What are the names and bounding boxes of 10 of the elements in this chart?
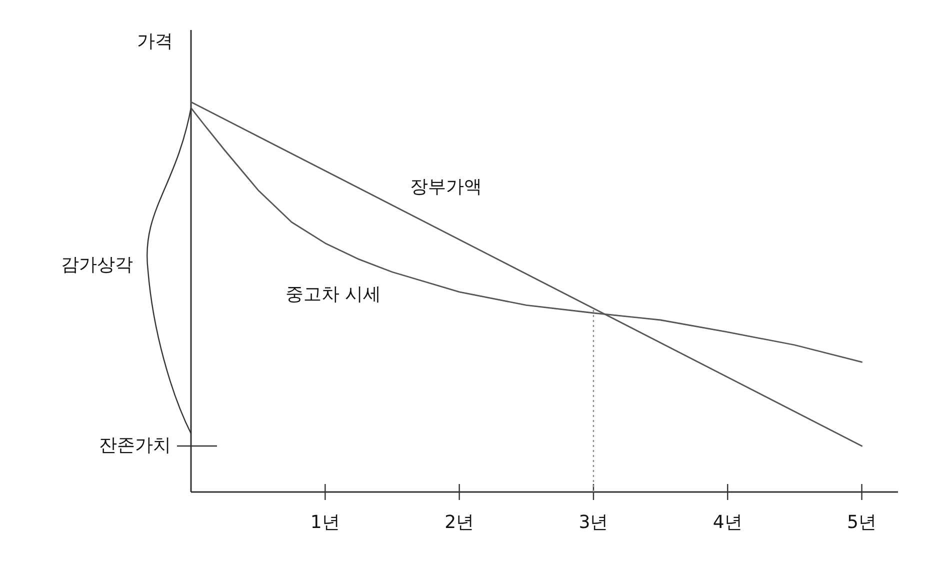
series-label: 중고차 시세 [285,284,382,306]
text: 감가상각 [61,254,133,276]
x-tick-label: 1년 [310,512,340,533]
series-label: 장부가액 [410,176,482,198]
text: 잔존가치 [99,434,171,456]
x-tick-label: 3년 [578,512,608,533]
y-axis-title: 가격 [137,30,173,52]
x-tick-label: 2년 [444,512,474,533]
x-tick-label: 5년 [847,512,877,533]
x-tick-label: 4년 [712,512,742,533]
